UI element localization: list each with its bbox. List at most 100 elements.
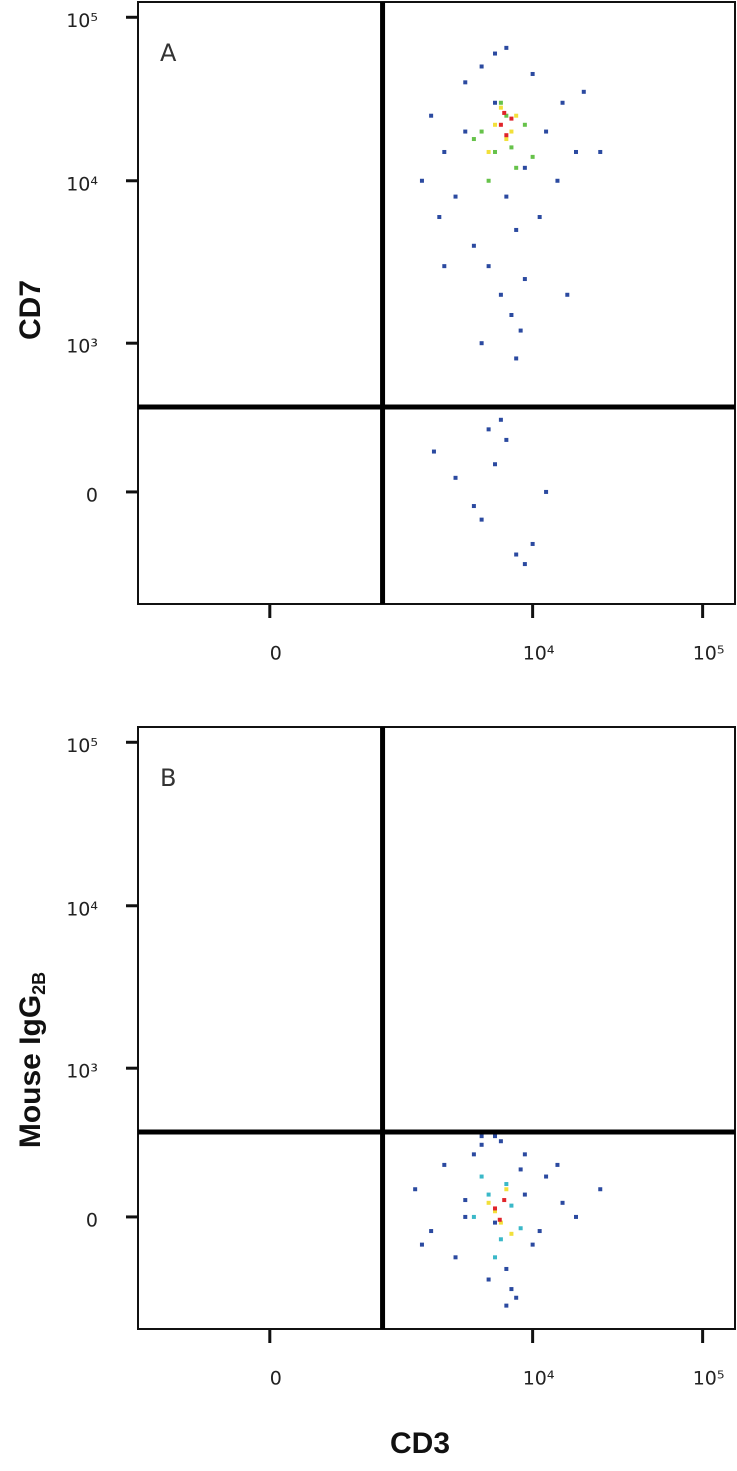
event-dot bbox=[504, 194, 509, 199]
y-axis-title: Mouse IgG2B bbox=[14, 972, 49, 1148]
event-dot bbox=[555, 178, 560, 183]
y-tick-label: 10⁴ bbox=[66, 898, 98, 920]
event-dot bbox=[463, 1214, 468, 1219]
panel-letter: A bbox=[160, 39, 177, 67]
y-tick-label: 10³ bbox=[66, 1061, 98, 1083]
event-dot bbox=[486, 178, 491, 183]
event-dot bbox=[522, 562, 527, 567]
event-dot bbox=[442, 264, 447, 269]
event-dot bbox=[530, 71, 535, 76]
event-dot bbox=[560, 100, 565, 105]
event-dot bbox=[502, 1198, 507, 1203]
event-dot bbox=[479, 1142, 484, 1147]
event-dot bbox=[514, 165, 519, 170]
y-tick-label: 10³ bbox=[66, 336, 98, 358]
event-dot bbox=[504, 133, 509, 138]
event-dot bbox=[498, 417, 503, 422]
x-tick-label: 0 bbox=[270, 643, 282, 665]
event-dot bbox=[437, 215, 442, 220]
event-dot bbox=[530, 154, 535, 159]
event-dot bbox=[453, 1255, 458, 1260]
event-dot bbox=[598, 149, 603, 154]
event-dot bbox=[493, 1134, 498, 1139]
event-dot bbox=[442, 1162, 447, 1167]
event-dot bbox=[514, 552, 519, 557]
event-dot bbox=[530, 541, 535, 546]
event-dot bbox=[509, 116, 514, 121]
event-dot bbox=[479, 1134, 484, 1139]
event-dot bbox=[486, 149, 491, 154]
event-dot bbox=[504, 1187, 509, 1192]
event-dot bbox=[498, 1237, 503, 1242]
event-dot bbox=[471, 137, 476, 142]
event-dot bbox=[509, 145, 514, 150]
event-dot bbox=[509, 1287, 514, 1292]
event-dot bbox=[514, 113, 519, 118]
event-dot bbox=[471, 1152, 476, 1157]
event-dot bbox=[493, 462, 498, 467]
plot-frame bbox=[137, 726, 736, 1330]
event-dot bbox=[471, 243, 476, 248]
plot-frame bbox=[137, 1, 736, 605]
event-dot bbox=[486, 264, 491, 269]
event-dot bbox=[498, 1220, 503, 1225]
x-tick-label: 10⁵ bbox=[693, 1368, 725, 1390]
event-dot bbox=[598, 1187, 603, 1192]
event-dot bbox=[429, 113, 434, 118]
event-dot bbox=[522, 122, 527, 127]
event-dot bbox=[522, 1152, 527, 1157]
y-axis-title-sub: 2B bbox=[29, 972, 49, 995]
event-dot bbox=[442, 149, 447, 154]
event-dot bbox=[560, 1200, 565, 1205]
event-dot bbox=[498, 292, 503, 297]
event-dot bbox=[419, 1242, 424, 1247]
y-tick-label: 10⁵ bbox=[66, 10, 98, 32]
event-dot bbox=[574, 1214, 579, 1219]
x-tick-label: 0 bbox=[270, 1368, 282, 1390]
event-dot bbox=[453, 194, 458, 199]
event-dot bbox=[504, 45, 509, 50]
event-dot bbox=[493, 1209, 498, 1214]
event-dot bbox=[555, 1162, 560, 1167]
event-dot bbox=[498, 105, 503, 110]
event-dot bbox=[581, 89, 586, 94]
event-dot bbox=[486, 427, 491, 432]
event-dot bbox=[493, 122, 498, 127]
event-dot bbox=[522, 1192, 527, 1197]
event-dot bbox=[429, 1229, 434, 1234]
event-dot bbox=[479, 129, 484, 134]
event-dot bbox=[498, 1139, 503, 1144]
event-dot bbox=[479, 1174, 484, 1179]
event-dot bbox=[413, 1187, 418, 1192]
event-dot bbox=[493, 1206, 498, 1211]
event-dot bbox=[471, 504, 476, 509]
event-dot bbox=[518, 1167, 523, 1172]
event-dot bbox=[530, 1242, 535, 1247]
event-dot bbox=[463, 80, 468, 85]
event-dot bbox=[498, 122, 503, 127]
panel-letter: B bbox=[160, 764, 176, 792]
event-dot bbox=[463, 129, 468, 134]
x-tick-label: 10⁵ bbox=[693, 643, 725, 665]
event-dot bbox=[479, 64, 484, 69]
y-tick-label: 10⁴ bbox=[66, 173, 98, 195]
event-dot bbox=[471, 1214, 476, 1219]
event-dot bbox=[493, 1255, 498, 1260]
event-dot bbox=[486, 1200, 491, 1205]
event-dot bbox=[537, 1229, 542, 1234]
x-tick-label: 10⁴ bbox=[523, 643, 555, 665]
event-dot bbox=[502, 110, 507, 115]
event-dot bbox=[453, 475, 458, 480]
y-axis-title-main: Mouse IgG bbox=[14, 995, 47, 1148]
event-dot bbox=[509, 129, 514, 134]
event-dot bbox=[565, 292, 570, 297]
event-dot bbox=[497, 1217, 502, 1222]
event-dot bbox=[522, 277, 527, 282]
event-dot bbox=[486, 1192, 491, 1197]
event-dot bbox=[504, 1266, 509, 1271]
y-tick-label: 0 bbox=[86, 484, 98, 506]
event-dot bbox=[504, 437, 509, 442]
y-axis-title: CD7 bbox=[14, 280, 47, 340]
event-dot bbox=[504, 1303, 509, 1308]
